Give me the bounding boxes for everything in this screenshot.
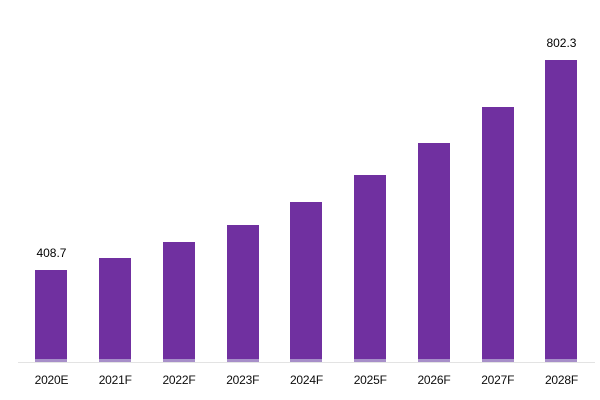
bar-group-2026F bbox=[402, 143, 466, 362]
bar-2021F bbox=[99, 258, 132, 362]
x-axis-label-2024F: 2024F bbox=[289, 373, 323, 387]
x-axis-label-2022F: 2022F bbox=[162, 373, 196, 387]
x-axis-label-2025F: 2025F bbox=[353, 373, 387, 387]
bar-2024F bbox=[290, 202, 323, 362]
x-axis-labels: 2020E 2021F 2022F 2023F 2024F 2025F 2026F 2027F… bbox=[20, 373, 594, 387]
plot-area: 408.7 802.3 bbox=[20, 21, 594, 362]
bar-2025F bbox=[354, 175, 387, 362]
x-axis-label-2028F: 2028F bbox=[544, 373, 578, 387]
bar-group-2023F bbox=[211, 225, 275, 362]
bar-group-2020E: 408.7 bbox=[20, 245, 84, 362]
bar-2028F bbox=[545, 59, 578, 362]
data-label: 408.7 bbox=[36, 245, 67, 260]
bar-2027F bbox=[481, 106, 514, 362]
bar-group-2024F bbox=[275, 202, 339, 362]
x-axis-label-2026F: 2026F bbox=[417, 373, 451, 387]
x-axis-label-2020E: 2020E bbox=[34, 373, 69, 387]
x-axis-label-2027F: 2027F bbox=[481, 373, 515, 387]
bar-group-2027F bbox=[466, 106, 530, 362]
bar-2022F bbox=[162, 242, 195, 362]
x-axis-line bbox=[18, 362, 595, 363]
bar-2023F bbox=[226, 225, 259, 362]
bar-2026F bbox=[417, 143, 450, 362]
x-axis-label-2021F: 2021F bbox=[98, 373, 132, 387]
bar-group-2028F: 802.3 bbox=[530, 36, 594, 362]
bar-group-2025F bbox=[338, 175, 402, 362]
data-label: 802.3 bbox=[546, 35, 577, 50]
x-axis-label-2023F: 2023F bbox=[226, 373, 260, 387]
bar-group-2021F bbox=[83, 258, 147, 362]
bar-group-2022F bbox=[147, 242, 211, 362]
bar-2020E bbox=[35, 269, 68, 362]
